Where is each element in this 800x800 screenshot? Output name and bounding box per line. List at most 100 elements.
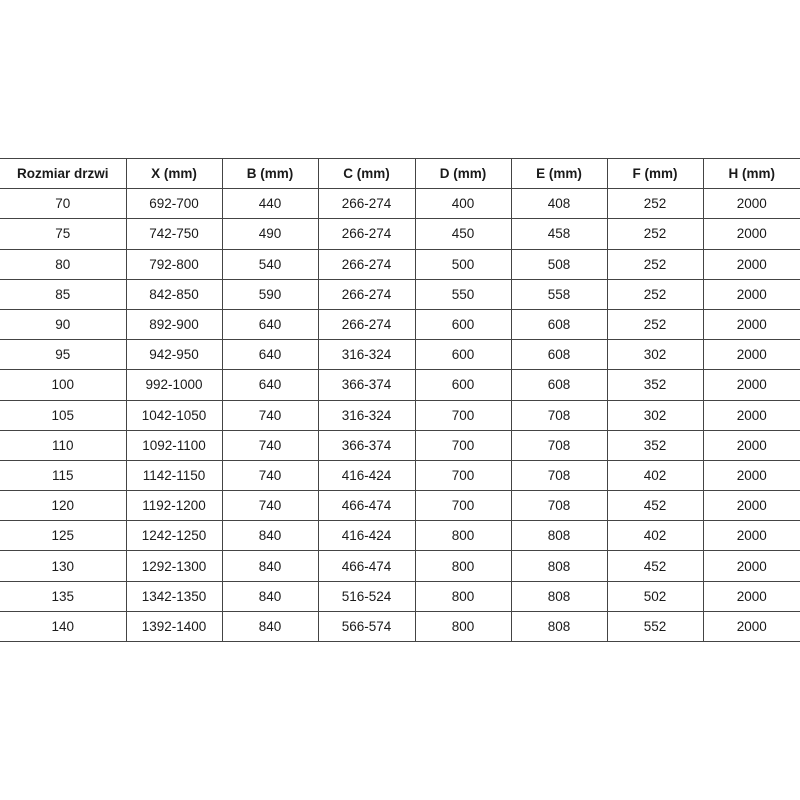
table-row: 135 1342-1350 840 516-524 800 808 502 2000 [0, 580, 800, 612]
table-cell: 700 [414, 399, 512, 431]
table-cell: 120 [0, 490, 127, 522]
table-cell: 2000 [702, 188, 800, 220]
table-cell: 708 [510, 490, 608, 522]
table-cell: 2000 [702, 520, 800, 552]
table-cell: 2000 [702, 429, 800, 461]
table-row: 110 1092-1100 740 366-374 700 708 352 2000 [0, 429, 800, 461]
table-cell: 1342-1350 [125, 580, 223, 612]
table-cell: 500 [414, 248, 512, 280]
table-cell: 252 [606, 278, 704, 310]
table-cell: 2000 [702, 550, 800, 582]
table-cell: 840 [221, 580, 319, 612]
table-row: 70 692-700 440 266-274 400 408 252 2000 [0, 188, 800, 220]
table-cell: 740 [221, 490, 319, 522]
table-cell: 452 [606, 550, 704, 582]
table-cell: 2000 [702, 218, 800, 250]
table-cell: 508 [510, 248, 608, 280]
table-row: 80 792-800 540 266-274 500 508 252 2000 [0, 248, 800, 280]
table-row: 115 1142-1150 740 416-424 700 708 402 2000 [0, 459, 800, 492]
table-cell: 100 [0, 369, 127, 401]
table-cell: 110 [0, 429, 127, 461]
table-cell: 458 [510, 218, 608, 250]
table-cell: 608 [510, 369, 608, 401]
table-cell: 700 [414, 429, 512, 461]
table-cell: 1242-1250 [125, 520, 223, 552]
table-row: 125 1242-1250 840 416-424 800 808 402 2000 [0, 520, 800, 552]
table-cell: 842-850 [125, 278, 223, 310]
table-cell: 600 [414, 308, 512, 341]
table-cell: 352 [606, 369, 704, 401]
column-header: C (mm) [317, 157, 416, 190]
table-cell: 840 [221, 550, 319, 582]
table-cell: 2000 [702, 399, 800, 431]
table-cell: 416-424 [317, 520, 416, 552]
table-cell: 80 [0, 248, 127, 280]
table-cell: 252 [606, 218, 704, 250]
table-cell: 1192-1200 [125, 490, 223, 522]
table-cell: 2000 [702, 610, 800, 643]
table-cell: 640 [221, 308, 319, 341]
table-cell: 402 [606, 520, 704, 552]
table-cell: 2000 [702, 339, 800, 371]
table-cell: 70 [0, 188, 127, 220]
table-cell: 740 [221, 429, 319, 461]
table-cell: 640 [221, 369, 319, 401]
table-cell: 792-800 [125, 248, 223, 280]
table-cell: 502 [606, 580, 704, 612]
table-cell: 708 [510, 399, 608, 431]
table-cell: 2000 [702, 580, 800, 612]
table-row: 105 1042-1050 740 316-324 700 708 302 2000 [0, 399, 800, 431]
table-cell: 316-324 [317, 399, 416, 431]
table-cell: 600 [414, 339, 512, 371]
table-cell: 708 [510, 459, 608, 492]
table-row: 100 992-1000 640 366-374 600 608 352 2000 [0, 369, 800, 401]
table-cell: 1042-1050 [125, 399, 223, 431]
column-header: D (mm) [414, 157, 512, 190]
table-cell: 366-374 [317, 369, 416, 401]
table-cell: 402 [606, 459, 704, 492]
table-cell: 992-1000 [125, 369, 223, 401]
table-cell: 85 [0, 278, 127, 310]
table-cell: 552 [606, 610, 704, 643]
table-cell: 942-950 [125, 339, 223, 371]
table-row: 75 742-750 490 266-274 450 458 252 2000 [0, 218, 800, 250]
table-cell: 1292-1300 [125, 550, 223, 582]
table-row: 90 892-900 640 266-274 600 608 252 2000 [0, 308, 800, 341]
table-cell: 252 [606, 188, 704, 220]
table-cell: 366-374 [317, 429, 416, 461]
table-cell: 90 [0, 308, 127, 341]
table-cell: 125 [0, 520, 127, 552]
table-cell: 252 [606, 248, 704, 280]
table-cell: 266-274 [317, 248, 416, 280]
table-cell: 140 [0, 610, 127, 643]
table-cell: 892-900 [125, 308, 223, 341]
table-cell: 590 [221, 278, 319, 310]
column-header: Rozmiar drzwi [0, 157, 127, 190]
table-cell: 266-274 [317, 278, 416, 310]
table-cell: 608 [510, 339, 608, 371]
table-cell: 135 [0, 580, 127, 612]
table-cell: 252 [606, 308, 704, 341]
table-cell: 2000 [702, 369, 800, 401]
table-cell: 550 [414, 278, 512, 310]
table-cell: 302 [606, 399, 704, 431]
table-cell: 608 [510, 308, 608, 341]
table-cell: 466-474 [317, 490, 416, 522]
table-header-row: Rozmiar drzwi X (mm) B (mm) C (mm) D (mm) E (… [0, 157, 800, 190]
table-cell: 740 [221, 459, 319, 492]
table-cell: 742-750 [125, 218, 223, 250]
table-cell: 440 [221, 188, 319, 220]
table-row: 95 942-950 640 316-324 600 608 302 2000 [0, 339, 800, 371]
table-cell: 2000 [702, 490, 800, 522]
table-cell: 316-324 [317, 339, 416, 371]
table-cell: 600 [414, 369, 512, 401]
table-cell: 352 [606, 429, 704, 461]
table-cell: 466-474 [317, 550, 416, 582]
table-row: 120 1192-1200 740 466-474 700 708 452 2000 [0, 490, 800, 522]
table-cell: 490 [221, 218, 319, 250]
table-cell: 840 [221, 610, 319, 643]
table-cell: 808 [510, 580, 608, 612]
table-cell: 130 [0, 550, 127, 582]
column-header: E (mm) [510, 157, 608, 190]
column-header: B (mm) [221, 157, 319, 190]
